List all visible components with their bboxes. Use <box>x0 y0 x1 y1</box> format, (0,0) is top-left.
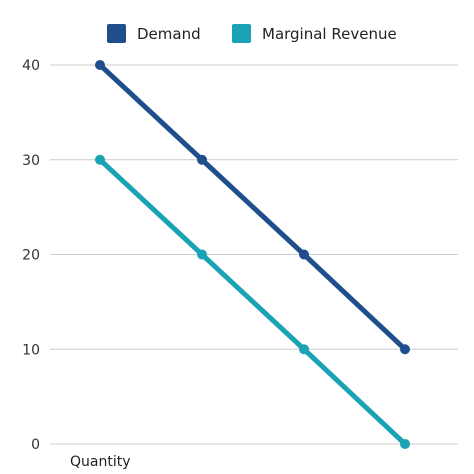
series-1 <box>95 154 410 449</box>
grid-lines <box>50 64 458 445</box>
data-point <box>299 249 309 260</box>
data-point <box>95 60 105 70</box>
y-tick-label: 30 <box>22 153 40 169</box>
series-line <box>97 62 408 352</box>
data-point <box>400 439 410 449</box>
legend: Demand Marginal Revenue <box>107 24 397 43</box>
data-point <box>400 344 410 355</box>
data-point <box>95 154 105 165</box>
legend-label-demand: Demand <box>137 25 201 43</box>
y-tick-label: 10 <box>22 342 40 358</box>
y-axis-tick-labels: 0 10 20 30 40 <box>22 58 40 453</box>
data-point <box>197 249 207 260</box>
legend-label-marginal-revenue: Marginal Revenue <box>262 25 397 43</box>
data-point <box>299 344 309 355</box>
series-0 <box>95 60 410 355</box>
y-tick-label: 40 <box>22 58 40 74</box>
x-axis-label: Quantity <box>70 454 131 470</box>
data-point <box>197 154 207 165</box>
legend-swatch-marginal-revenue <box>232 24 251 43</box>
y-tick-label: 0 <box>31 437 40 453</box>
series-group <box>95 60 410 449</box>
series-line <box>97 157 408 447</box>
y-tick-label: 20 <box>22 248 40 264</box>
legend-swatch-demand <box>107 24 126 43</box>
